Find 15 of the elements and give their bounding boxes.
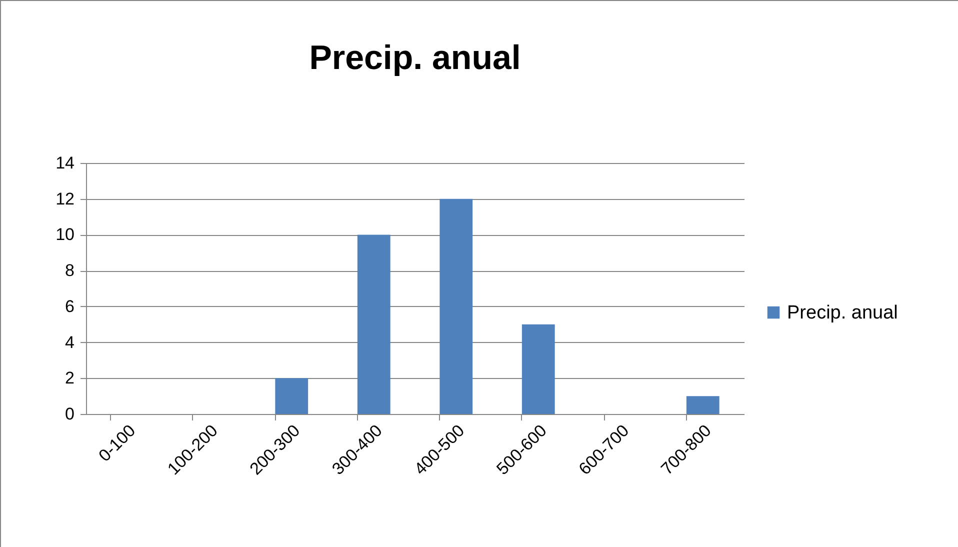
- y-tick-label: 8: [65, 261, 74, 280]
- bar: [440, 198, 473, 414]
- bar: [522, 324, 555, 414]
- y-tick-label: 2: [65, 368, 74, 388]
- y-tick-label: 0: [65, 404, 74, 424]
- bar: [686, 396, 720, 414]
- y-tick-label: 12: [56, 189, 74, 208]
- bar: [357, 234, 390, 414]
- y-tick-label: 6: [65, 296, 74, 316]
- chart-title: Precip. anual: [309, 39, 521, 77]
- bar: [275, 378, 308, 414]
- y-tick-label: 10: [56, 225, 74, 244]
- y-tick-label: 14: [56, 154, 74, 172]
- legend-label: Precip. anual: [787, 302, 898, 324]
- y-tick-label: 4: [65, 332, 74, 352]
